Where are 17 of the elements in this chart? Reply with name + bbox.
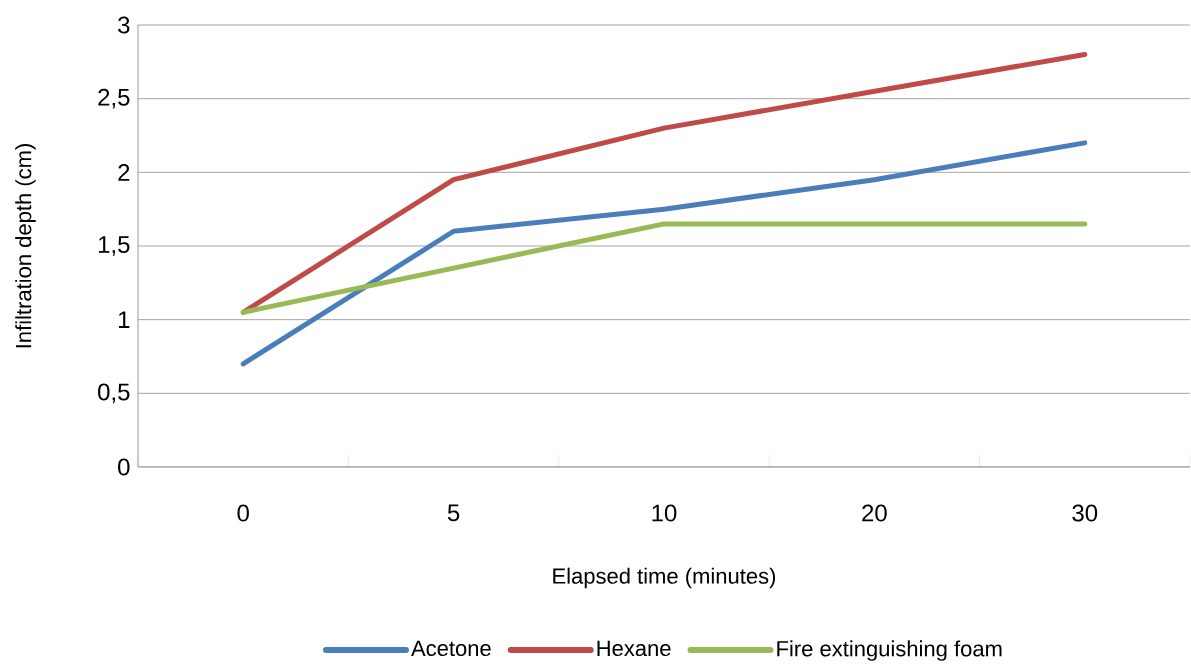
y-tick-label: 1,5 [98, 236, 130, 256]
x-tick-label: 0 [237, 504, 249, 522]
x-tick-label: 30 [1072, 504, 1098, 522]
y-tick-label: 0 [118, 458, 130, 476]
x-axis-title: Elapsed time (minutes) [553, 567, 776, 589]
legend-label: Hexane [597, 640, 671, 657]
legend-label: Fire extinguishing foam [777, 640, 1002, 661]
x-tick-label: 5 [447, 504, 460, 522]
y-axis-title: Infiltration depth (cm) [15, 144, 36, 348]
y-tick-label: 2,5 [98, 88, 130, 109]
y-tick-label: 2 [118, 163, 130, 181]
x-tick-label: 10 [652, 504, 677, 522]
x-tick-label: 20 [862, 504, 887, 522]
y-tick-label: 0,5 [98, 383, 130, 404]
legend-label: Acetone [411, 640, 491, 657]
y-tick-label: 3 [118, 16, 130, 34]
y-tick-label: 1 [118, 311, 130, 328]
